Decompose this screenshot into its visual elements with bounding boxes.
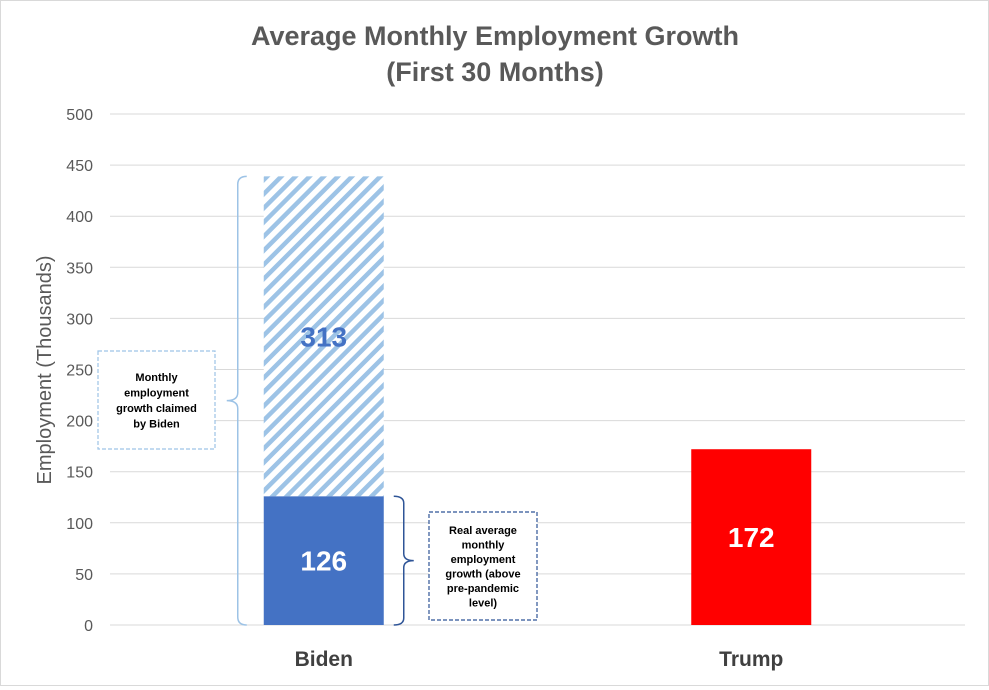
- note-claimed-line-2: growth claimed: [116, 403, 197, 415]
- y-tick-150: 150: [66, 465, 93, 482]
- y-tick-500: 500: [66, 107, 93, 124]
- bar-biden-segment-0: [263, 496, 384, 625]
- chart-title-line-1: Average Monthly Employment Growth: [251, 21, 739, 51]
- brace-real-icon: [393, 495, 414, 626]
- data-label-biden-1: 313: [300, 321, 347, 352]
- note-real-line-5: level): [469, 597, 497, 609]
- y-tick-50: 50: [75, 567, 93, 584]
- note-real-line-4: pre-pandemic: [447, 583, 519, 595]
- note-real-line-2: employment: [451, 554, 516, 566]
- y-tick-labels: 0 50 100 150 200 250 300 350 400 450 500: [66, 107, 93, 635]
- bar-trump-segment-0: [691, 449, 812, 625]
- bar-biden-segment-1: [263, 176, 384, 497]
- category-label-trump: Trump: [719, 648, 783, 671]
- y-tick-100: 100: [66, 516, 93, 533]
- y-tick-250: 250: [66, 363, 93, 380]
- note-real-line-1: monthly: [462, 539, 506, 551]
- note-claimed-line-1: employment: [124, 387, 189, 399]
- y-axis-label: Employment (Thousands): [34, 256, 56, 485]
- note-box-real: [428, 511, 538, 621]
- note-real-line-0: Real average: [449, 525, 517, 537]
- note-claimed-line-0: Monthly: [135, 372, 178, 384]
- note-claimed-line-3: by Biden: [133, 418, 180, 430]
- category-labels: Biden Trump: [295, 648, 784, 671]
- note-real-line-3: growth (above: [445, 568, 520, 580]
- y-tick-200: 200: [66, 414, 93, 431]
- bars: [263, 176, 812, 625]
- annotation-braces: [226, 175, 414, 626]
- y-tick-450: 450: [66, 158, 93, 175]
- y-tick-400: 400: [66, 209, 93, 226]
- data-labels: 126 172 313: [300, 321, 774, 576]
- y-tick-0: 0: [84, 618, 93, 635]
- category-label-biden: Biden: [295, 648, 353, 671]
- y-tick-300: 300: [66, 311, 93, 328]
- y-tick-350: 350: [66, 260, 93, 277]
- data-label-trump-0: 172: [728, 522, 775, 553]
- annotation-notes: Monthly employment growth claimed by Biden R…: [97, 350, 538, 621]
- brace-claimed-icon: [226, 175, 247, 626]
- data-label-biden-0: 126: [300, 546, 347, 577]
- note-box-claimed: [97, 350, 216, 450]
- gridlines: [110, 113, 965, 626]
- chart-title-line-2: (First 30 Months): [386, 57, 604, 87]
